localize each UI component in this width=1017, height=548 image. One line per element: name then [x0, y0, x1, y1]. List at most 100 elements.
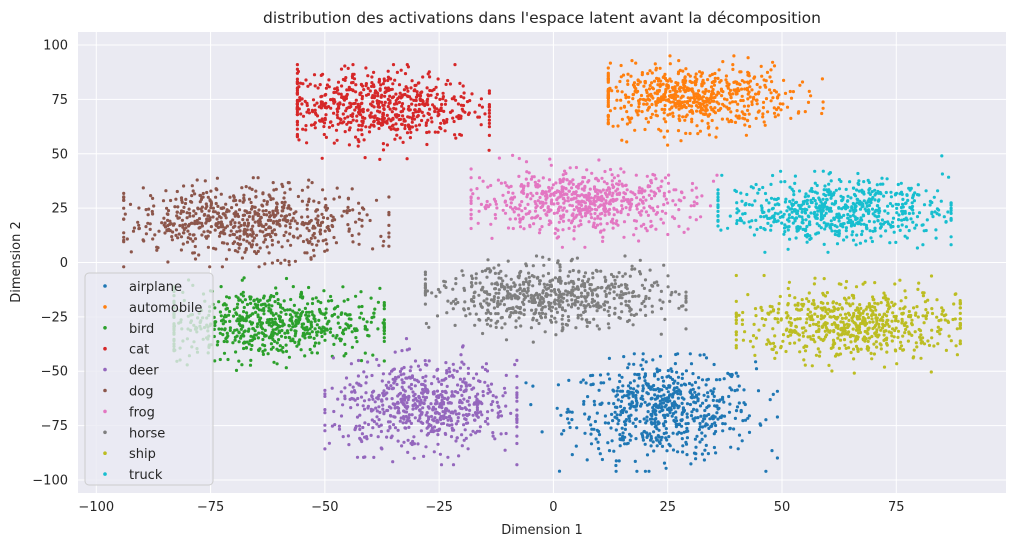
data-point	[439, 403, 443, 407]
data-point	[626, 82, 630, 86]
data-point	[300, 325, 304, 329]
data-point	[655, 444, 659, 448]
data-point	[533, 180, 537, 184]
data-point	[341, 328, 346, 332]
data-point	[368, 89, 372, 93]
data-point	[759, 423, 763, 427]
data-point	[513, 206, 517, 210]
data-point	[330, 386, 334, 390]
data-point	[458, 81, 462, 85]
data-point	[241, 290, 245, 294]
data-point	[407, 425, 411, 429]
data-point	[727, 120, 731, 124]
data-point	[393, 406, 397, 410]
data-point	[184, 197, 188, 201]
data-point	[673, 203, 678, 207]
data-point	[327, 125, 331, 129]
data-point	[560, 245, 565, 249]
data-point	[160, 221, 164, 225]
data-point	[289, 328, 293, 332]
data-point	[395, 70, 399, 74]
data-point	[242, 238, 246, 242]
data-point	[128, 202, 133, 206]
data-point	[702, 353, 706, 357]
data-point	[704, 88, 708, 92]
data-point	[504, 404, 508, 408]
data-point	[257, 208, 261, 212]
data-point	[608, 287, 612, 291]
data-point	[354, 135, 358, 139]
data-point	[509, 201, 513, 205]
data-point	[595, 411, 599, 415]
data-point	[707, 133, 712, 137]
data-point	[614, 85, 618, 89]
data-point	[672, 400, 677, 404]
data-point	[400, 102, 405, 106]
data-point	[497, 414, 501, 418]
data-point	[278, 218, 282, 222]
data-point	[262, 224, 266, 229]
data-point	[628, 381, 633, 385]
data-point	[275, 362, 279, 366]
data-point	[593, 419, 598, 424]
data-point	[771, 392, 775, 396]
data-point	[339, 312, 343, 316]
data-point	[233, 221, 237, 225]
data-point	[347, 443, 351, 447]
data-point	[221, 322, 225, 326]
data-point	[354, 83, 358, 87]
data-point	[342, 120, 346, 124]
data-point	[444, 361, 448, 365]
data-point	[616, 174, 620, 178]
data-point	[634, 393, 638, 398]
data-point	[650, 417, 654, 421]
data-point	[612, 207, 616, 211]
data-point	[509, 411, 513, 415]
data-point	[408, 419, 412, 423]
data-point	[613, 282, 618, 286]
data-point	[809, 94, 813, 98]
data-point	[277, 325, 281, 329]
data-point	[389, 414, 393, 418]
data-point	[515, 425, 519, 429]
data-point	[144, 232, 148, 236]
data-point	[487, 105, 491, 109]
data-point	[675, 422, 679, 427]
data-point	[386, 86, 390, 90]
data-point	[657, 389, 661, 393]
data-point	[698, 440, 702, 444]
data-point	[152, 204, 156, 208]
data-point	[649, 115, 653, 120]
data-point	[710, 392, 715, 396]
data-point	[668, 89, 672, 94]
data-point	[574, 326, 578, 330]
data-point	[734, 114, 738, 118]
data-point	[368, 125, 372, 129]
data-point	[347, 143, 351, 147]
data-point	[436, 110, 440, 114]
data-point	[538, 279, 542, 283]
data-point	[415, 90, 419, 94]
data-point	[251, 215, 255, 219]
data-point	[603, 421, 608, 425]
data-point	[307, 221, 311, 225]
data-point	[518, 217, 522, 221]
data-point	[247, 215, 251, 219]
data-point	[583, 201, 588, 205]
data-point	[313, 103, 317, 107]
data-point	[372, 84, 376, 89]
data-point	[710, 72, 715, 76]
data-point	[242, 346, 246, 351]
data-point	[563, 199, 567, 203]
data-point	[599, 222, 603, 226]
data-point	[436, 377, 440, 381]
data-point	[586, 395, 590, 399]
data-point	[389, 119, 393, 123]
data-point	[155, 245, 159, 249]
data-point	[294, 319, 298, 324]
data-point	[153, 233, 157, 237]
data-point	[205, 190, 209, 195]
data-point	[598, 373, 603, 377]
data-point	[529, 197, 533, 201]
data-point	[316, 214, 320, 218]
